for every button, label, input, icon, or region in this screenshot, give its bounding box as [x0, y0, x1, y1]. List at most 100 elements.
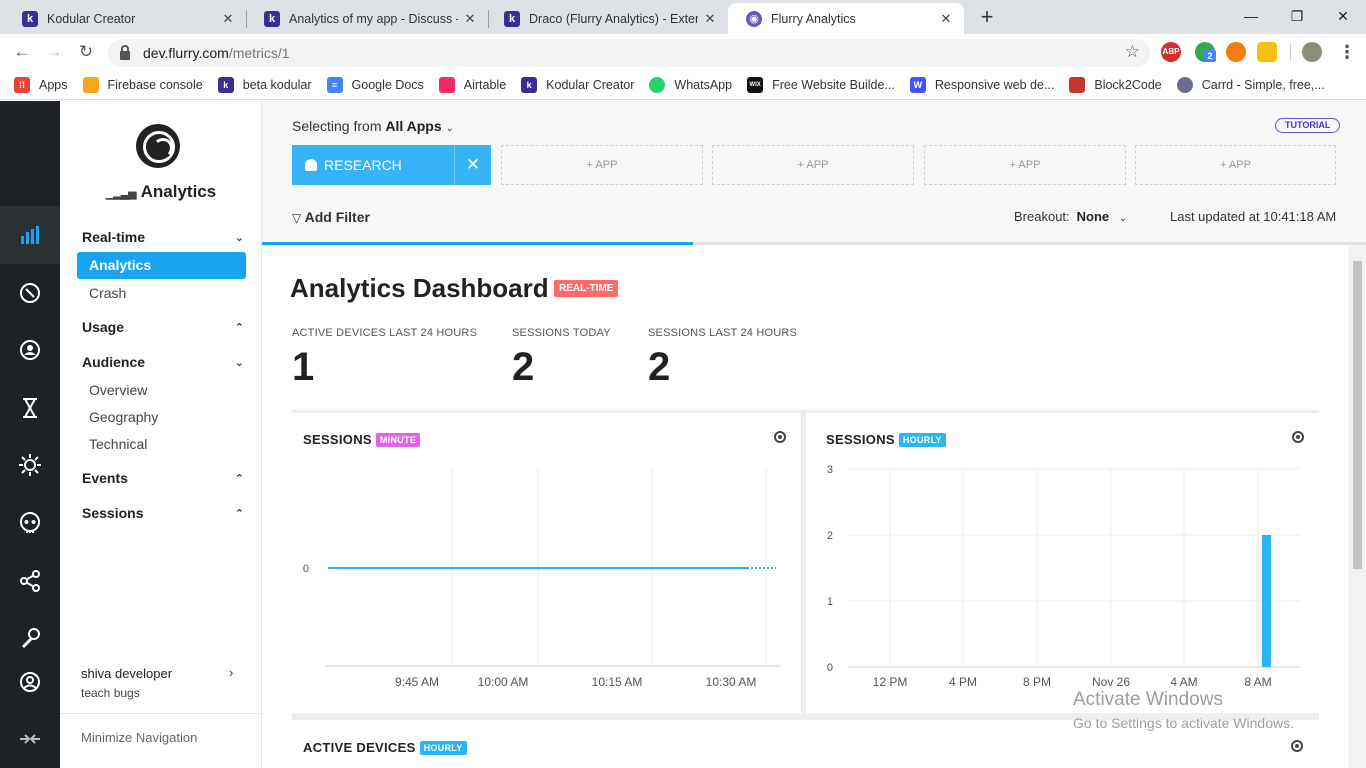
dashboard-content: Analytics Dashboard REAL-TIME ACTIVE DEV… [262, 245, 1348, 768]
add-app-slot[interactable]: + APP [924, 145, 1126, 185]
selected-app-chip[interactable]: RESEARCH ✕ [292, 145, 491, 185]
fire-extension-icon[interactable] [1226, 42, 1246, 62]
add-filter-button[interactable]: ▽ Add Filter [292, 209, 370, 225]
breakout-select[interactable]: Breakout: None ⌄ [1014, 209, 1127, 224]
chevron-right-icon[interactable]: › [229, 665, 234, 680]
hourly-badge: HOURLY [419, 740, 467, 755]
bookmark-beta-kodular[interactable]: k beta kodular [217, 76, 312, 93]
minimize-navigation-button[interactable]: Minimize Navigation [81, 730, 198, 745]
bookmark-kodular-creator[interactable]: k Kodular Creator [521, 76, 634, 93]
nav-section-realtime[interactable]: Real-time ⌄ [82, 229, 244, 245]
bookmark-block2code[interactable]: Block2Code [1069, 76, 1162, 93]
bookmark-firebase[interactable]: Firebase console [82, 76, 203, 93]
nav-item-crash[interactable]: Crash [89, 285, 127, 301]
rail-explorer[interactable] [0, 264, 60, 322]
bookmark-carrd[interactable]: Carrd - Simple, free,... [1176, 76, 1325, 93]
nav-item-technical[interactable]: Technical [89, 436, 148, 452]
bookmark-airtable[interactable]: Airtable [438, 76, 506, 93]
nav-section-audience[interactable]: Audience ⌄ [82, 354, 244, 370]
rail-account[interactable] [0, 653, 60, 711]
adblock-extension-icon[interactable]: ABP [1161, 42, 1181, 62]
card-title-text: ACTIVE DEVICES [303, 740, 416, 755]
x-tick-label: 12 PM [873, 675, 908, 689]
bookmark-google-docs[interactable]: ≡ Google Docs [326, 76, 424, 93]
nav-section-events[interactable]: Events ⌃ [82, 470, 244, 486]
card-title: SESSIONS HOURLY [826, 432, 946, 448]
flurry-icon: ◉ [746, 10, 762, 27]
close-window-button[interactable]: ✕ [1337, 8, 1349, 24]
x-tick-label: Nov 26 [1092, 675, 1130, 689]
gear-icon[interactable] [1291, 740, 1303, 752]
wrench-icon [21, 628, 40, 649]
nav-item-geography[interactable]: Geography [89, 409, 159, 425]
close-tab-icon[interactable]: ✕ [704, 10, 716, 26]
realtime-badge: REAL-TIME [554, 280, 619, 297]
close-tab-icon[interactable]: ✕ [464, 10, 476, 26]
chevron-down-icon: ⌄ [234, 356, 244, 369]
rail-revenue[interactable] [0, 436, 60, 494]
nav-item-overview[interactable]: Overview [89, 382, 148, 398]
kodular-icon: k [217, 76, 234, 93]
user-name[interactable]: shiva developer [81, 666, 173, 681]
bookmark-star-icon[interactable]: ☆ [1124, 42, 1140, 61]
card-title-text: SESSIONS [826, 432, 895, 447]
chevron-down-icon: ⌄ [234, 231, 244, 244]
browser-menu-icon[interactable]: ⋮ [1338, 42, 1356, 62]
filter-icon: ▽ [292, 211, 302, 225]
bookmark-label: Responsive web de... [934, 77, 1055, 92]
x-tick-label: 9:45 AM [395, 675, 439, 689]
reload-button[interactable]: ↻ [78, 42, 94, 61]
bookmark-webflow[interactable]: W Responsive web de... [909, 76, 1055, 93]
gear-icon[interactable] [774, 431, 786, 443]
stat-label: SESSIONS TODAY [512, 327, 611, 339]
selector-prefix: Selecting from [292, 118, 382, 134]
scrollbar-thumb[interactable] [1353, 261, 1362, 569]
stat-value: 1 [292, 345, 315, 389]
add-app-slot[interactable]: + APP [1135, 145, 1336, 185]
address-bar[interactable]: dev.flurry.com/metrics/1 ☆ [108, 39, 1150, 67]
rail-settings[interactable] [0, 609, 60, 667]
extension-green-icon[interactable]: 2 [1195, 42, 1216, 62]
back-button[interactable]: ← [13, 42, 31, 61]
tutorial-button[interactable]: TUTORIAL [1275, 118, 1341, 133]
apps-grid-icon: ⁞⁞ [14, 76, 30, 93]
nav-section-sessions[interactable]: Sessions ⌃ [82, 505, 244, 521]
app-selector[interactable]: Selecting from All Apps ⌄ [292, 118, 454, 134]
rail-crash[interactable] [0, 494, 60, 552]
close-tab-icon[interactable]: ✕ [222, 10, 234, 26]
y-tick-label: 0 [827, 662, 833, 674]
scrollbar[interactable] [1349, 245, 1366, 768]
x-tick-label: 8 AM [1244, 675, 1271, 689]
rail-share[interactable] [0, 552, 60, 610]
browser-tab-kodular-creator[interactable]: k Kodular Creator ✕ [4, 3, 246, 34]
breakout-label: Breakout: [1014, 209, 1070, 224]
bookmark-whatsapp[interactable]: WhatsApp [649, 76, 732, 93]
bookmark-wix[interactable]: WIX Free Website Builde... [747, 76, 895, 93]
remove-app-icon[interactable]: ✕ [454, 145, 491, 185]
rail-expand[interactable] [0, 710, 60, 768]
close-tab-icon[interactable]: ✕ [940, 10, 952, 26]
nav-item-analytics[interactable]: Analytics [77, 252, 246, 279]
nav-section-usage[interactable]: Usage ⌃ [82, 319, 244, 335]
tab-separator [246, 10, 247, 28]
minimize-window-button[interactable]: — [1244, 8, 1258, 24]
chevron-up-icon: ⌃ [234, 507, 244, 520]
browser-tab-flurry[interactable]: ◉ Flurry Analytics ✕ [728, 3, 964, 34]
rail-analytics[interactable] [0, 206, 60, 264]
kodular-icon: k [22, 10, 38, 27]
bookmark-apps[interactable]: ⁞⁞ Apps [14, 76, 68, 93]
add-app-slot[interactable]: + APP [712, 145, 914, 185]
profile-avatar[interactable] [1302, 42, 1322, 62]
rail-funnels[interactable] [0, 379, 60, 437]
browser-tab-discuss[interactable]: k Analytics of my app - Discuss - K ✕ [246, 3, 488, 34]
new-tab-button[interactable]: + [980, 4, 994, 29]
browser-tab-draco[interactable]: k Draco (Flurry Analytics) - Extensi ✕ [486, 3, 728, 34]
restore-window-button[interactable]: ❐ [1290, 8, 1304, 24]
add-app-slot[interactable]: + APP [501, 145, 703, 185]
rail-audience[interactable] [0, 321, 60, 379]
forward-button[interactable]: → [45, 42, 63, 61]
skull-icon [20, 512, 40, 533]
padlock-extension-icon[interactable] [1257, 42, 1277, 62]
tab-title: Kodular Creator [47, 11, 136, 26]
gear-icon[interactable] [1292, 431, 1304, 443]
